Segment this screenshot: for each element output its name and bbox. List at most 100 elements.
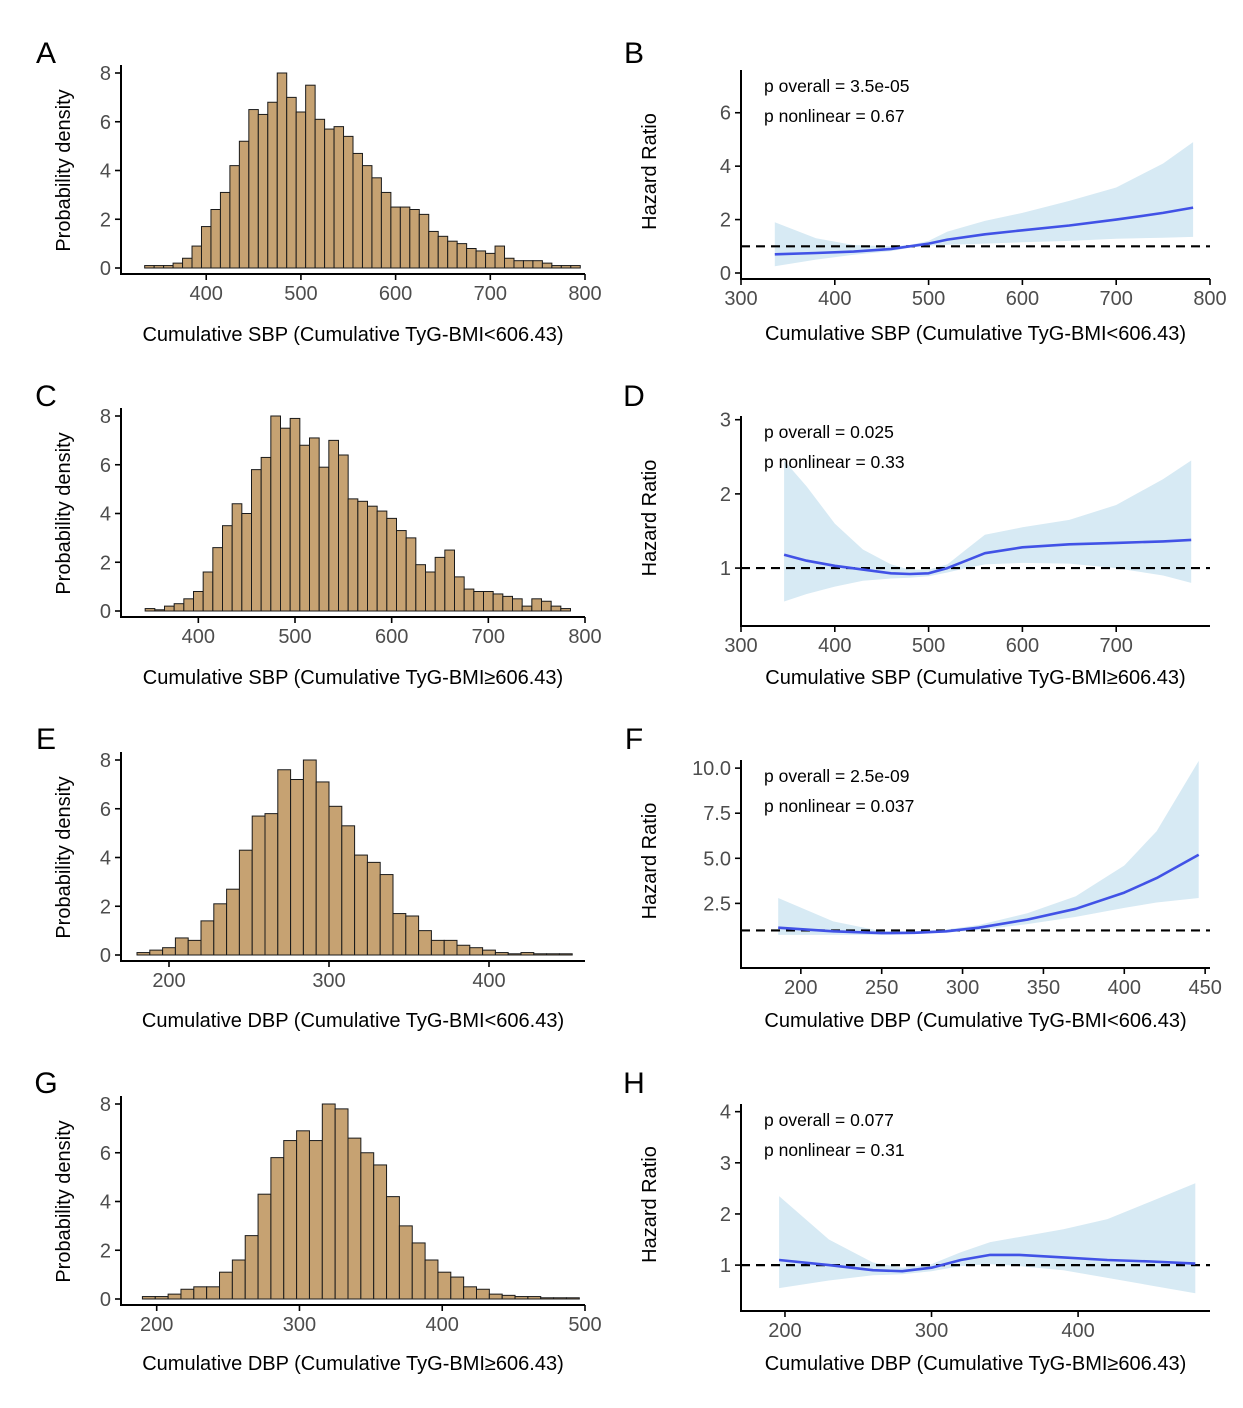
histogram-bar	[512, 598, 523, 612]
histogram-bar	[550, 605, 562, 612]
histogram-bar	[553, 1297, 567, 1300]
y-axis-title: Probability density	[53, 432, 75, 594]
y-tick-label: 2	[100, 896, 111, 918]
histogram-bar	[270, 1157, 285, 1300]
panel-letter: A	[36, 37, 56, 70]
y-tick-label: 8	[100, 63, 111, 85]
panel-letter: G	[34, 1067, 57, 1100]
confidence-band	[779, 1183, 1196, 1294]
y-tick-label: 8	[100, 406, 111, 428]
y-axis-title: Hazard Ratio	[639, 113, 661, 230]
y-tick-label: 3	[720, 410, 731, 432]
x-tick-label: 300	[946, 977, 979, 999]
x-tick-label: 400	[1108, 977, 1141, 999]
y-tick-label: 6	[100, 112, 111, 134]
histogram-bar	[560, 265, 572, 269]
histogram-bar	[172, 262, 184, 269]
histogram-bar	[308, 1140, 323, 1300]
y-tick-label: 8	[100, 750, 111, 772]
x-tick-label: 400	[426, 1314, 459, 1336]
histogram-bar	[318, 466, 330, 612]
y-tick-label: 2	[100, 1240, 111, 1262]
histogram-bar	[361, 165, 373, 269]
histogram-bar	[443, 939, 458, 956]
x-tick-label: 400	[190, 283, 223, 305]
histogram-bar	[257, 113, 269, 269]
histogram-bar	[411, 1242, 426, 1300]
x-tick-label: 300	[312, 970, 345, 992]
histogram-bar	[193, 591, 204, 612]
confidence-band	[774, 142, 1194, 267]
histogram-bar	[502, 595, 514, 612]
y-tick-label: 4	[100, 848, 111, 870]
histogram-bar	[494, 245, 506, 269]
histogram-bar	[213, 903, 228, 956]
histogram-bar	[483, 591, 494, 612]
x-axis-title: Cumulative DBP (Cumulative TyG-BMI<606.4…	[764, 1010, 1186, 1032]
histogram-bar	[354, 854, 368, 956]
histogram-bar	[283, 1140, 298, 1300]
histogram-bar	[444, 549, 456, 612]
histogram-bar	[367, 505, 378, 612]
panel-letter: H	[623, 1067, 645, 1100]
histogram-bar	[494, 952, 509, 956]
histogram-bar	[231, 1259, 246, 1300]
histogram-bar	[485, 252, 496, 269]
x-axis-title: Cumulative SBP (Cumulative TyG-BMI≥606.4…	[143, 667, 563, 689]
x-tick-label: 800	[568, 283, 601, 305]
y-tick-label: 6	[100, 455, 111, 477]
panel-D: Dp overall = 0.025 p nonlinear = 0.33 300 4…	[623, 380, 1210, 689]
histogram-bar	[396, 530, 407, 612]
histogram-bar	[409, 209, 420, 269]
y-tick-label: 0	[100, 945, 111, 967]
y-tick-label: 1	[720, 558, 731, 580]
histogram-bar	[270, 415, 282, 612]
histogram-bar	[558, 953, 573, 956]
histogram-bar	[466, 248, 477, 269]
histogram-bar	[299, 444, 311, 612]
histogram-bar	[219, 1271, 233, 1300]
histogram-bar	[352, 152, 363, 269]
x-tick-label: 300	[724, 288, 757, 310]
histogram-bar	[343, 135, 354, 269]
y-tick-label: 10.0	[692, 758, 731, 780]
histogram-bar	[357, 500, 369, 612]
histogram-bar	[379, 874, 394, 956]
histogram-bar	[447, 240, 458, 269]
histogram-bar	[456, 944, 471, 956]
histogram-bar	[314, 118, 326, 269]
x-axis-title: Cumulative DBP (Cumulative TyG-BMI≥606.4…	[765, 1353, 1187, 1375]
p-value-annotation: p nonlinear = 0.31	[764, 1140, 905, 1160]
histogram-bar	[454, 576, 465, 612]
y-tick-label: 4	[720, 156, 731, 178]
histogram-bar	[541, 262, 553, 269]
x-tick-label: 450	[1188, 977, 1221, 999]
histogram-bar	[154, 1296, 169, 1300]
panel-letter: B	[624, 37, 644, 70]
histogram-bar	[475, 250, 487, 269]
histogram-bar	[520, 952, 535, 956]
histogram-bar	[295, 111, 307, 269]
y-tick-label: 0	[720, 263, 731, 285]
x-tick-label: 700	[1100, 288, 1133, 310]
histogram-bar	[222, 525, 233, 612]
histogram-bar	[154, 609, 165, 612]
y-tick-label: 2	[100, 552, 111, 574]
hazard-curve	[778, 853, 1200, 935]
x-axis-title: Cumulative SBP (Cumulative TyG-BMI≥606.4…	[765, 667, 1185, 689]
x-tick-label: 200	[152, 970, 185, 992]
histogram-bar	[309, 437, 320, 612]
histogram-bar	[371, 177, 382, 269]
histogram-bar	[321, 1103, 336, 1300]
histogram-bar	[430, 939, 445, 956]
histogram-bar	[164, 605, 175, 612]
histogram-bar	[475, 1288, 490, 1300]
histogram-bar	[149, 949, 164, 956]
y-tick-label: 4	[100, 161, 111, 183]
histogram-bar	[527, 1296, 542, 1300]
histogram-bar	[532, 260, 543, 269]
x-tick-label: 300	[283, 1314, 316, 1336]
histogram-bar	[144, 265, 155, 269]
y-tick-label: 2	[720, 484, 731, 506]
histogram-bar	[305, 84, 316, 269]
